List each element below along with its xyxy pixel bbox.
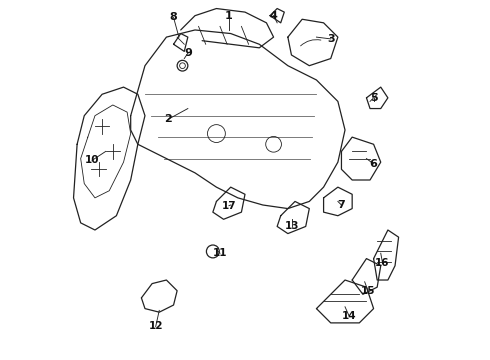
Text: 17: 17 [221, 201, 236, 211]
Text: 11: 11 [213, 248, 227, 258]
Text: 16: 16 [375, 258, 390, 268]
Text: 1: 1 [225, 11, 233, 21]
Text: 14: 14 [342, 311, 357, 321]
Text: 15: 15 [361, 287, 375, 296]
Text: 2: 2 [164, 114, 172, 124]
Text: 13: 13 [285, 221, 299, 231]
Text: 7: 7 [338, 200, 345, 210]
Text: 3: 3 [327, 34, 335, 44]
Text: 9: 9 [184, 48, 192, 58]
Text: 6: 6 [369, 159, 377, 169]
Text: 12: 12 [148, 321, 163, 332]
Text: 5: 5 [370, 93, 377, 103]
Text: 8: 8 [170, 13, 177, 22]
Text: 4: 4 [270, 11, 277, 21]
Text: 10: 10 [85, 156, 99, 165]
